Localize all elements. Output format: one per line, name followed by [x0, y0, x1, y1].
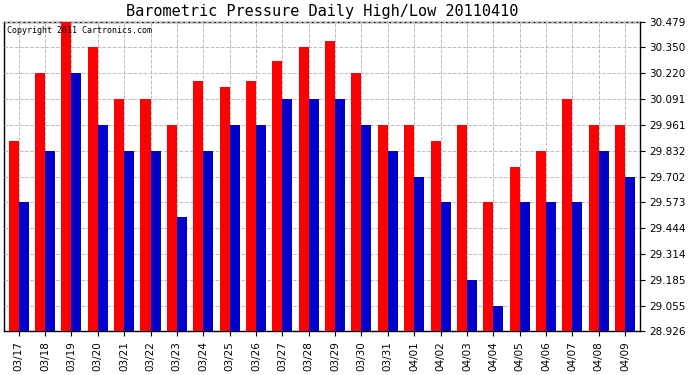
Bar — [9, 141, 19, 331]
Bar — [88, 47, 98, 331]
Bar — [299, 47, 308, 331]
Bar — [219, 87, 230, 331]
Bar — [150, 151, 161, 331]
Bar — [114, 99, 124, 331]
Bar — [71, 74, 81, 331]
Bar — [335, 99, 345, 331]
Bar — [98, 125, 108, 331]
Bar — [246, 81, 256, 331]
Bar — [273, 62, 282, 331]
Bar — [573, 202, 582, 331]
Text: Copyright 2011 Cartronics.com: Copyright 2011 Cartronics.com — [8, 26, 152, 35]
Bar — [256, 125, 266, 331]
Bar — [414, 177, 424, 331]
Bar — [204, 151, 213, 331]
Bar — [615, 125, 625, 331]
Bar — [378, 125, 388, 331]
Bar — [19, 202, 29, 331]
Title: Barometric Pressure Daily High/Low 20110410: Barometric Pressure Daily High/Low 20110… — [126, 4, 518, 19]
Bar — [562, 99, 573, 331]
Bar — [536, 151, 546, 331]
Bar — [124, 151, 134, 331]
Bar — [325, 42, 335, 331]
Bar — [467, 280, 477, 331]
Bar — [388, 151, 398, 331]
Bar — [362, 125, 371, 331]
Bar — [599, 151, 609, 331]
Bar — [510, 167, 520, 331]
Bar — [493, 306, 503, 331]
Bar — [177, 217, 187, 331]
Bar — [520, 202, 530, 331]
Bar — [193, 81, 204, 331]
Bar — [141, 99, 150, 331]
Bar — [308, 99, 319, 331]
Bar — [431, 141, 440, 331]
Bar — [45, 151, 55, 331]
Bar — [440, 202, 451, 331]
Bar — [167, 125, 177, 331]
Bar — [230, 125, 239, 331]
Bar — [546, 202, 556, 331]
Bar — [457, 125, 467, 331]
Bar — [35, 74, 45, 331]
Bar — [351, 74, 362, 331]
Bar — [483, 202, 493, 331]
Bar — [589, 125, 599, 331]
Bar — [404, 125, 414, 331]
Bar — [625, 177, 635, 331]
Bar — [61, 22, 71, 331]
Bar — [282, 99, 293, 331]
